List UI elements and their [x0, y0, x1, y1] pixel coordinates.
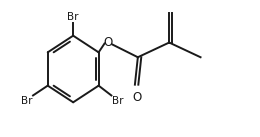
Text: Br: Br	[21, 96, 32, 106]
Text: O: O	[104, 36, 113, 49]
Text: Br: Br	[67, 12, 79, 22]
Text: Br: Br	[112, 96, 124, 106]
Text: O: O	[132, 91, 141, 104]
